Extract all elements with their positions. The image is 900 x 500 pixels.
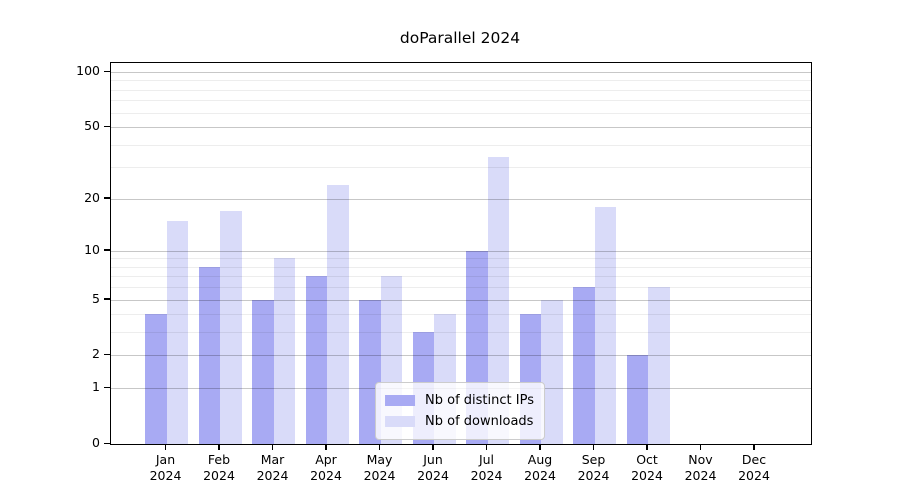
minor-gridline-7 [111,276,811,278]
y-tick-label-5: 5 [92,290,100,306]
bar-distinct-ips-Feb-2024 [198,266,220,444]
major-gridline-50 [111,127,811,129]
y-tick-mark-50 [104,125,110,128]
minor-gridline-3 [111,332,811,334]
bar-downloads-Jan-2024 [166,220,188,444]
x-tick-label-Sep-2024: Sep 2024 [577,452,610,483]
y-tick-mark-10 [104,249,110,251]
x-tick-label-Dec-2024: Dec 2024 [738,452,770,483]
minor-gridline-60 [111,112,811,114]
x-tick-mark-Sep-2024 [592,444,595,450]
x-tick-label-Jan-2024: Jan 2024 [149,452,182,483]
bar-distinct-ips-Mar-2024 [252,299,274,444]
x-tick-label-May-2024: May 2024 [363,452,396,483]
y-tick-mark-2 [104,353,110,356]
bar-downloads-Jul-2024 [487,157,509,444]
x-tick-mark-Dec-2024 [753,444,755,450]
minor-gridline-90 [111,80,811,82]
x-tick-mark-Jul-2024 [485,444,488,450]
x-tick-mark-Apr-2024 [325,444,327,450]
x-tick-mark-Nov-2024 [699,444,702,450]
y-tick-label-2: 2 [92,346,100,362]
x-tick-mark-May-2024 [378,444,381,450]
legend-label-distinct-ips: Nb of distinct IPs [425,393,534,408]
y-tick-label-1: 1 [92,379,100,395]
minor-gridline-80 [111,89,811,91]
bar-downloads-Aug-2024 [541,299,563,444]
minor-gridline-70 [111,100,811,102]
minor-gridline-6 [111,287,811,289]
y-tick-label-100: 100 [76,63,100,79]
y-tick-mark-0 [104,442,110,444]
bar-distinct-ips-Sep-2024 [573,287,595,444]
y-tick-mark-5 [104,298,110,300]
x-tick-mark-Mar-2024 [271,444,274,450]
major-gridline-5 [111,299,811,301]
x-tick-mark-Jan-2024 [164,444,167,450]
x-tick-label-Apr-2024: Apr 2024 [310,452,342,483]
x-tick-label-Feb-2024: Feb 2024 [203,452,235,483]
y-tick-label-10: 10 [84,241,100,257]
bar-downloads-Apr-2024 [327,184,349,444]
bar-distinct-ips-Jan-2024 [145,314,167,444]
legend-label-downloads: Nb of downloads [425,414,534,429]
y-tick-mark-100 [104,70,110,73]
legend-swatch-downloads [385,416,416,427]
legend-item-distinct-ips: Nb of distinct IPs [385,390,534,411]
minor-gridline-30 [111,167,811,169]
major-gridline-20 [111,198,811,200]
legend-swatch-distinct-ips [385,395,416,406]
bar-downloads-Mar-2024 [273,258,295,444]
bar-distinct-ips-Apr-2024 [305,276,327,444]
bar-downloads-Sep-2024 [594,206,616,444]
minor-gridline-40 [111,144,811,146]
bar-downloads-Oct-2024 [648,287,670,444]
major-gridline-10 [111,250,811,252]
y-tick-mark-1 [104,386,110,389]
x-tick-mark-Oct-2024 [646,444,648,450]
x-tick-mark-Feb-2024 [218,444,220,450]
legend-item-downloads: Nb of downloads [385,411,534,432]
chart-title: doParallel 2024 [399,29,521,47]
bar-downloads-Feb-2024 [220,211,242,444]
major-gridline-100 [111,72,811,74]
x-tick-label-Jul-2024: Jul 2024 [470,452,503,483]
x-tick-label-Oct-2024: Oct 2024 [631,452,663,483]
y-tick-label-50: 50 [84,118,100,134]
x-tick-mark-Jun-2024 [432,444,434,450]
x-tick-label-Jun-2024: Jun 2024 [417,452,449,483]
legend: Nb of distinct IPs Nb of downloads [375,382,545,440]
bar-distinct-ips-Oct-2024 [626,355,648,444]
minor-gridline-8 [111,266,811,268]
minor-gridline-9 [111,258,811,260]
x-tick-mark-Aug-2024 [539,444,541,450]
minor-gridline-4 [111,314,811,316]
y-tick-label-20: 20 [84,189,100,205]
x-tick-label-Nov-2024: Nov 2024 [684,452,717,483]
y-tick-label-0: 0 [92,435,100,450]
y-tick-mark-20 [104,197,110,199]
x-tick-label-Mar-2024: Mar 2024 [256,452,289,483]
major-gridline-2 [111,355,811,357]
x-tick-label-Aug-2024: Aug 2024 [524,452,556,483]
